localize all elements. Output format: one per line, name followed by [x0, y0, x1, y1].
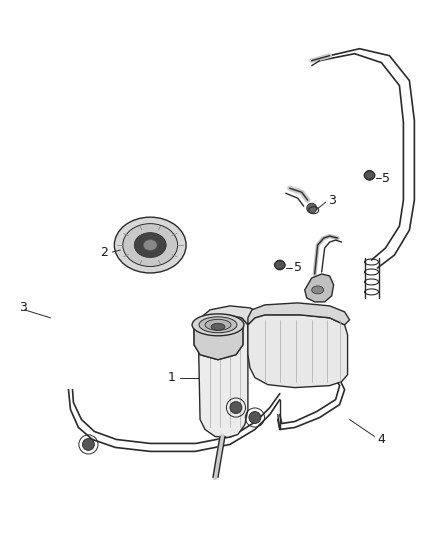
Circle shape: [82, 439, 95, 450]
Ellipse shape: [312, 286, 324, 294]
Polygon shape: [248, 303, 350, 325]
Ellipse shape: [211, 324, 225, 330]
Ellipse shape: [192, 314, 244, 336]
Circle shape: [249, 411, 261, 424]
Ellipse shape: [123, 224, 178, 266]
Polygon shape: [198, 306, 270, 335]
Polygon shape: [194, 315, 243, 360]
Polygon shape: [305, 274, 334, 302]
Text: 5: 5: [294, 262, 302, 274]
Circle shape: [364, 171, 374, 180]
Text: 1: 1: [168, 371, 176, 384]
Polygon shape: [198, 315, 248, 438]
Ellipse shape: [134, 232, 166, 257]
Text: 5: 5: [382, 172, 391, 185]
Text: 2: 2: [100, 246, 108, 259]
Ellipse shape: [143, 240, 157, 251]
Text: 3: 3: [19, 301, 27, 314]
Polygon shape: [248, 315, 348, 387]
Text: 4: 4: [378, 433, 385, 446]
Circle shape: [307, 203, 317, 213]
Text: 3: 3: [328, 193, 336, 207]
Ellipse shape: [114, 217, 186, 273]
Ellipse shape: [205, 319, 231, 330]
Ellipse shape: [199, 317, 237, 333]
Circle shape: [275, 260, 285, 270]
Circle shape: [230, 401, 242, 414]
